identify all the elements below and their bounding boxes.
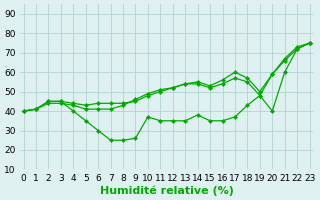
X-axis label: Humidité relative (%): Humidité relative (%): [100, 185, 234, 196]
